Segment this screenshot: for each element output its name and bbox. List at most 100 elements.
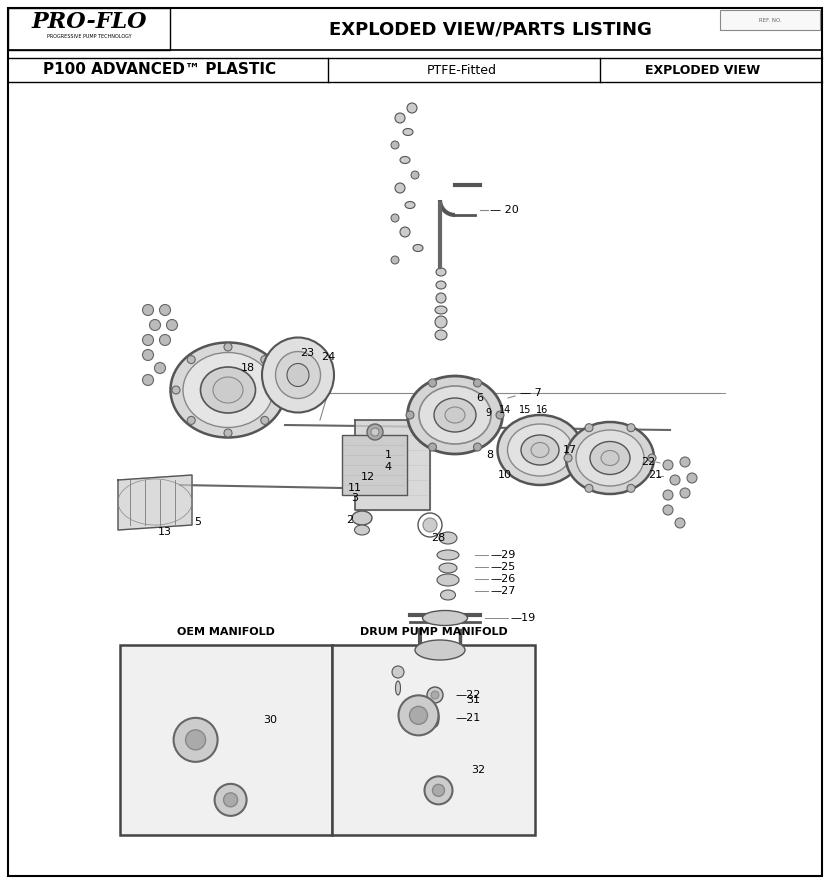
- Text: —19: —19: [510, 613, 535, 623]
- Circle shape: [687, 473, 697, 483]
- Circle shape: [663, 460, 673, 470]
- Bar: [332, 645, 535, 835]
- Ellipse shape: [576, 430, 644, 486]
- Text: 3: 3: [351, 493, 359, 503]
- Circle shape: [391, 256, 399, 264]
- Text: EXPLODED VIEW/PARTS LISTING: EXPLODED VIEW/PARTS LISTING: [329, 21, 652, 39]
- Text: 13: 13: [158, 527, 172, 537]
- Text: P100 ADVANCED™ PLASTIC: P100 ADVANCED™ PLASTIC: [43, 63, 276, 78]
- Circle shape: [398, 696, 438, 735]
- Ellipse shape: [590, 441, 630, 475]
- Circle shape: [367, 424, 383, 440]
- Text: 15: 15: [519, 405, 531, 415]
- Ellipse shape: [437, 574, 459, 586]
- Text: 23: 23: [300, 348, 314, 358]
- Ellipse shape: [403, 128, 413, 135]
- Text: 2: 2: [346, 515, 354, 525]
- Text: 30: 30: [264, 715, 277, 725]
- Ellipse shape: [405, 202, 415, 209]
- Text: —21: —21: [455, 713, 481, 723]
- Text: REF. NO.: REF. NO.: [759, 18, 781, 22]
- Circle shape: [407, 103, 417, 113]
- Ellipse shape: [521, 435, 559, 465]
- Text: PROGRESSIVE PUMP TECHNOLOGY: PROGRESSIVE PUMP TECHNOLOGY: [46, 34, 131, 39]
- Circle shape: [143, 349, 154, 361]
- Ellipse shape: [287, 363, 309, 386]
- Circle shape: [585, 423, 593, 431]
- Text: —27: —27: [490, 586, 515, 596]
- Circle shape: [409, 706, 427, 724]
- Ellipse shape: [419, 386, 491, 444]
- Text: 22: 22: [641, 457, 655, 467]
- Text: 10: 10: [498, 470, 512, 480]
- Bar: [720, 10, 820, 30]
- Circle shape: [473, 443, 481, 451]
- Circle shape: [564, 454, 572, 462]
- Ellipse shape: [441, 590, 456, 600]
- Circle shape: [395, 183, 405, 193]
- Ellipse shape: [400, 156, 410, 164]
- Circle shape: [627, 484, 635, 492]
- Text: 24: 24: [321, 352, 335, 362]
- Text: 11: 11: [348, 483, 362, 493]
- Ellipse shape: [439, 563, 457, 573]
- Text: 8: 8: [486, 450, 494, 460]
- Ellipse shape: [396, 681, 401, 695]
- Ellipse shape: [531, 443, 549, 458]
- Circle shape: [406, 411, 414, 419]
- Ellipse shape: [431, 709, 439, 727]
- Circle shape: [186, 730, 206, 750]
- Ellipse shape: [183, 353, 273, 428]
- Ellipse shape: [276, 352, 320, 399]
- Text: 31: 31: [466, 696, 481, 705]
- Circle shape: [432, 784, 445, 796]
- Circle shape: [391, 214, 399, 222]
- Ellipse shape: [352, 511, 372, 525]
- Ellipse shape: [354, 525, 369, 535]
- Text: 16: 16: [536, 405, 548, 415]
- Text: 14: 14: [499, 405, 511, 415]
- Ellipse shape: [566, 422, 654, 494]
- Circle shape: [391, 141, 399, 149]
- Bar: [120, 645, 332, 835]
- Ellipse shape: [408, 376, 502, 454]
- Polygon shape: [118, 475, 192, 530]
- Ellipse shape: [435, 330, 447, 340]
- Circle shape: [670, 475, 680, 485]
- Circle shape: [223, 793, 237, 807]
- Circle shape: [188, 355, 195, 363]
- Circle shape: [154, 362, 165, 374]
- Ellipse shape: [445, 407, 465, 423]
- Ellipse shape: [439, 532, 457, 544]
- Ellipse shape: [497, 415, 583, 485]
- Circle shape: [585, 484, 593, 492]
- Text: PRO-FLO: PRO-FLO: [32, 11, 147, 33]
- Circle shape: [473, 379, 481, 387]
- Circle shape: [167, 319, 178, 331]
- Bar: [342, 435, 407, 495]
- Ellipse shape: [422, 611, 467, 626]
- Circle shape: [663, 505, 673, 515]
- Text: 17: 17: [563, 445, 577, 455]
- Circle shape: [159, 334, 170, 346]
- Circle shape: [143, 334, 154, 346]
- Polygon shape: [355, 420, 430, 510]
- Ellipse shape: [437, 550, 459, 560]
- Circle shape: [423, 518, 437, 532]
- Circle shape: [215, 784, 247, 816]
- Circle shape: [395, 113, 405, 123]
- Circle shape: [436, 293, 446, 303]
- Text: EXPLODED VIEW: EXPLODED VIEW: [646, 64, 760, 77]
- Ellipse shape: [507, 424, 573, 476]
- Ellipse shape: [434, 398, 476, 432]
- Ellipse shape: [413, 245, 423, 252]
- Text: 9: 9: [485, 408, 491, 418]
- Ellipse shape: [415, 640, 465, 660]
- Text: 5: 5: [194, 517, 202, 527]
- Circle shape: [159, 304, 170, 316]
- Circle shape: [143, 304, 154, 316]
- Circle shape: [276, 386, 284, 394]
- Circle shape: [371, 428, 379, 436]
- Text: 21: 21: [648, 470, 662, 480]
- Text: DRUM PUMP MANIFOLD: DRUM PUMP MANIFOLD: [359, 628, 508, 637]
